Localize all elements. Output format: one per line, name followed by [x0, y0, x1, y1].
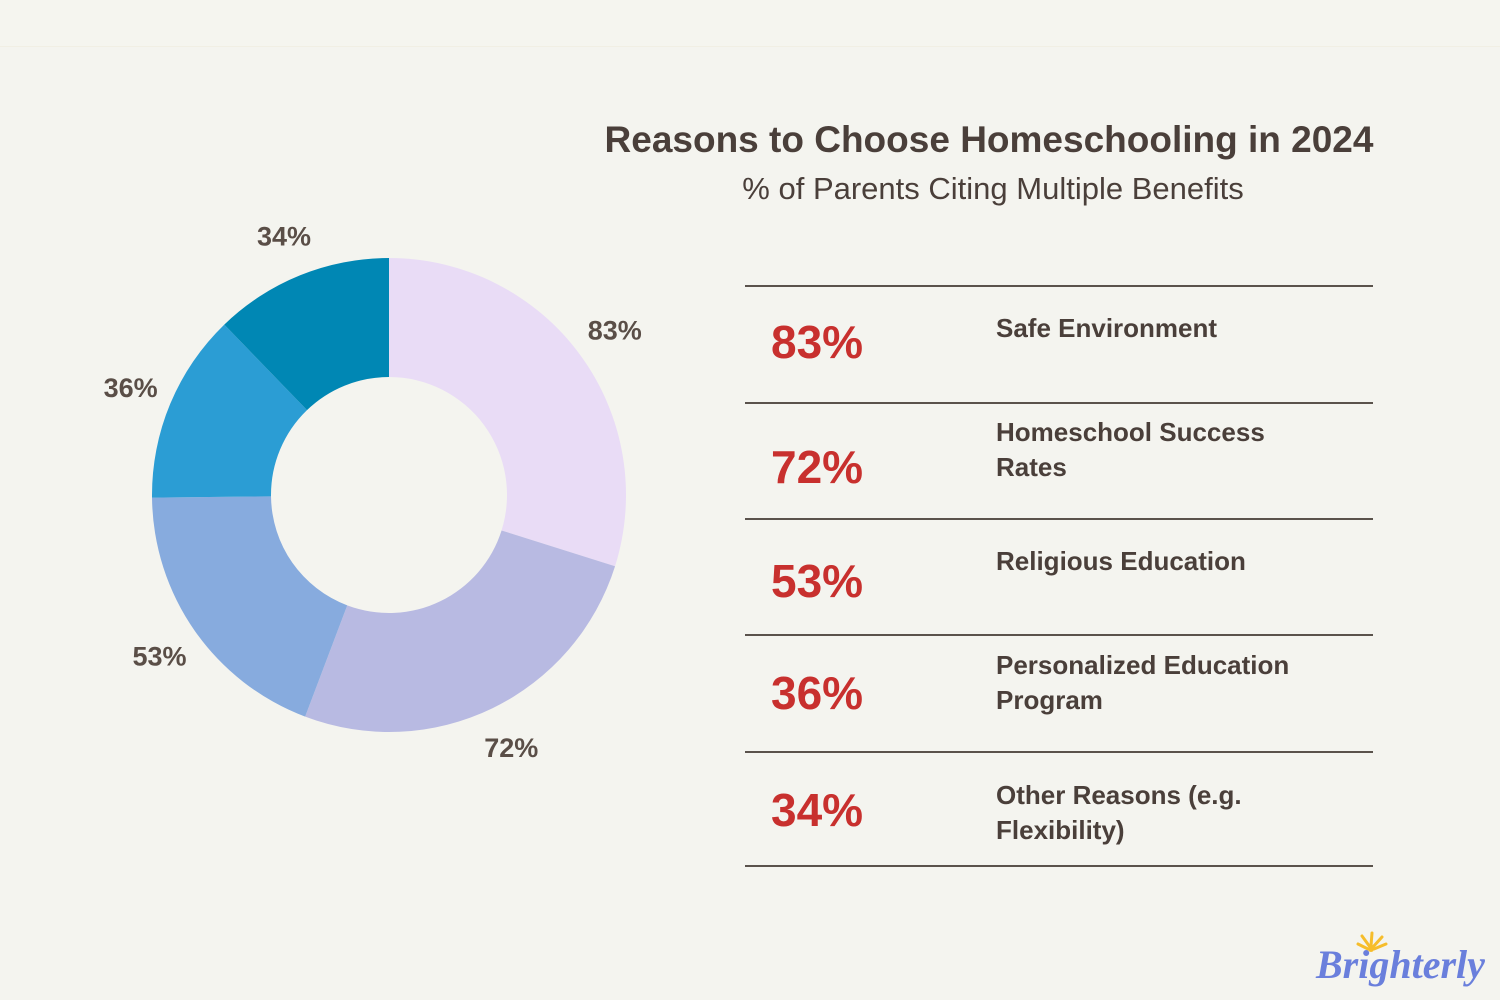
donut-slice-4 — [224, 258, 389, 411]
table-row: 34% Other Reasons (e.g. Flexibility) — [745, 753, 1373, 867]
legend-table: 83% Safe Environment 72% Homeschool Succ… — [745, 285, 1373, 867]
row-percent: 34% — [771, 784, 864, 836]
donut-chart: 83% 72% 53% 36% 34% — [104, 221, 642, 763]
row-label: Other Reasons (e.g. Flexibility) — [996, 780, 1242, 845]
row-label: Religious Education — [996, 546, 1246, 576]
logo-text: Brighterly — [1315, 942, 1485, 987]
slice-label: 83% — [588, 315, 642, 345]
slice-label: 53% — [133, 641, 187, 671]
chart-title: Reasons to Choose Homeschooling in 2024 — [604, 119, 1374, 160]
row-label: Personalized Education Program — [996, 650, 1290, 715]
row-percent: 53% — [771, 555, 864, 607]
table-row: 53% Religious Education — [745, 520, 1373, 636]
slice-label: 34% — [257, 221, 311, 251]
donut-slice-0 — [389, 258, 626, 567]
donut-slice-1 — [305, 530, 616, 732]
slice-label: 36% — [104, 373, 158, 403]
row-percent: 72% — [771, 441, 864, 493]
chart-subtitle: % of Parents Citing Multiple Benefits — [742, 171, 1244, 206]
donut-slice-2 — [152, 496, 348, 717]
brighterly-logo: Brighterly — [1315, 931, 1485, 987]
sun-icon — [1356, 931, 1388, 951]
slice-label: 72% — [484, 733, 538, 763]
table-row: 83% Safe Environment — [745, 287, 1373, 404]
top-band — [0, 0, 1500, 47]
row-label: Safe Environment — [996, 313, 1218, 343]
row-label: Homeschool Success Rates — [996, 417, 1265, 482]
donut-slice-3 — [152, 324, 307, 498]
table-row: 36% Personalized Education Program — [745, 636, 1373, 753]
row-percent: 36% — [771, 667, 864, 719]
table-row: 72% Homeschool Success Rates — [745, 404, 1373, 520]
row-percent: 83% — [771, 316, 864, 368]
